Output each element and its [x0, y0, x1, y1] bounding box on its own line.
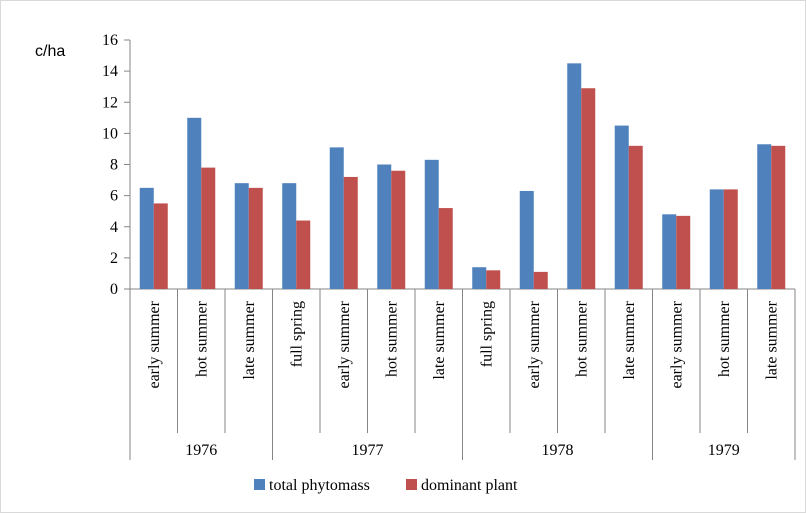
x-category-label: hot summer [573, 300, 590, 377]
x-category-label: hot summer [716, 300, 733, 377]
bar-total-phytomass [519, 190, 534, 289]
x-category-label: full spring [288, 301, 305, 367]
y-tick-label: 6 [110, 188, 118, 205]
bar-dominant-plant [533, 271, 548, 289]
bar-total-phytomass [662, 214, 677, 289]
x-category-label: hot summer [193, 300, 210, 377]
bar-dominant-plant [723, 189, 738, 289]
y-axis-label: c/ha [35, 43, 65, 60]
bar-total-phytomass [282, 183, 297, 289]
bar-dominant-plant [581, 88, 596, 290]
bar-total-phytomass [377, 164, 392, 289]
legend-swatch [406, 479, 417, 490]
bar-dominant-plant [628, 145, 643, 289]
x-category-label: late summer [431, 300, 448, 379]
legend: total phytomass dominant plant [254, 477, 518, 494]
x-group-label: 1976 [185, 442, 217, 459]
bar-dominant-plant [438, 208, 453, 289]
x-category-label: early summer [336, 300, 353, 388]
y-tick-label: 16 [102, 32, 118, 49]
y-tick-label: 14 [102, 63, 118, 80]
bar-total-phytomass [472, 267, 487, 289]
x-group-label: 1978 [542, 442, 574, 459]
x-category-label: early summer [668, 300, 685, 388]
legend-label: total phytomass [269, 477, 370, 494]
bars [139, 63, 786, 290]
y-tick-label: 12 [102, 94, 118, 111]
y-tick-label: 8 [110, 157, 118, 174]
bar-dominant-plant [201, 167, 216, 289]
bar-dominant-plant [486, 270, 501, 289]
bar-total-phytomass [234, 183, 249, 289]
legend-swatch [254, 479, 265, 490]
bar-total-phytomass [329, 147, 344, 289]
x-group-label: 1977 [352, 442, 384, 459]
bar-dominant-plant [343, 176, 358, 289]
legend-label: dominant plant [421, 477, 518, 494]
y-tick-label: 10 [102, 125, 118, 142]
bar-dominant-plant [391, 170, 406, 289]
bar-total-phytomass [709, 189, 724, 289]
x-category-label: late summer [621, 300, 638, 379]
x-category-label: early summer [146, 300, 163, 388]
bar-total-phytomass [139, 187, 154, 289]
bar-total-phytomass [614, 125, 629, 289]
bar-dominant-plant [248, 187, 263, 289]
bar-total-phytomass [424, 159, 439, 289]
x-group-label: 1979 [708, 442, 740, 459]
bar-total-phytomass [187, 117, 202, 289]
bar-dominant-plant [771, 145, 786, 289]
y-tick-label: 4 [110, 219, 118, 236]
y-tick-label: 2 [110, 250, 118, 267]
x-category-label: late summer [763, 300, 780, 379]
bar-total-phytomass [567, 63, 582, 289]
x-category-label: full spring [478, 301, 495, 367]
x-category-label: early summer [526, 300, 543, 388]
x-category-label: hot summer [383, 300, 400, 377]
x-category-label: late summer [241, 300, 258, 379]
category-labels: early summer hot summer late summer full sp… [146, 300, 781, 459]
bar-total-phytomass [757, 144, 772, 289]
bar-dominant-plant [153, 203, 168, 289]
bar-dominant-plant [676, 215, 691, 289]
bar-dominant-plant [296, 220, 311, 289]
y-tick-label: 0 [110, 281, 118, 298]
